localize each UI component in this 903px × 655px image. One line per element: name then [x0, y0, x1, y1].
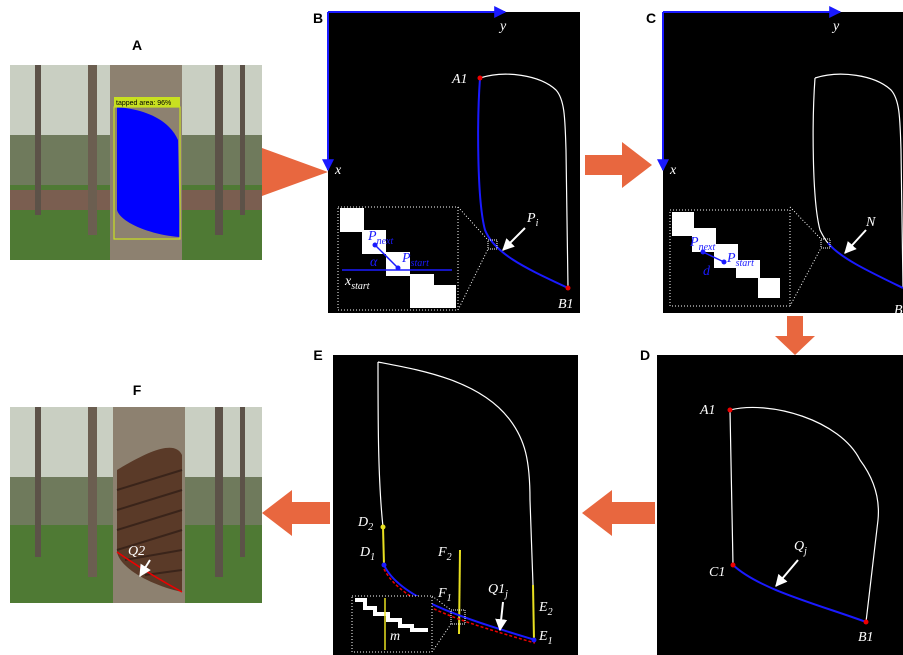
- shape-circle: [382, 563, 387, 568]
- shape-rect: [240, 407, 245, 557]
- shape-circle: [864, 620, 869, 625]
- label-main: E: [538, 600, 548, 615]
- shape-rect: [35, 65, 41, 215]
- panel-e: D2 D1 F2 F1 Q1j E2 E1 m: [333, 355, 578, 655]
- shape-circle: [381, 525, 386, 530]
- label-sub: next: [377, 236, 394, 247]
- label-sub: start: [411, 258, 430, 269]
- label-main: P: [726, 251, 736, 266]
- panel-c: y x B1 N Pnext Pstart d: [663, 12, 903, 318]
- label-sub: 2: [447, 552, 452, 563]
- axis-label: y: [831, 19, 840, 34]
- shape-rect: [35, 407, 41, 557]
- arrow-b-c: [585, 142, 652, 188]
- label-sub: next: [699, 242, 716, 253]
- label-sub: 2: [368, 522, 373, 533]
- shape-rect: [215, 407, 223, 577]
- panel-label: E: [313, 347, 322, 363]
- panel-label: D: [640, 347, 650, 363]
- shape-rect: [758, 278, 780, 298]
- shape-line: [383, 527, 384, 565]
- shape-rect: [340, 208, 364, 232]
- point-label: B1: [894, 303, 903, 318]
- label-sub: 1: [447, 593, 452, 604]
- panel-b: y x A1 B1 Pi Pnext Pstart α xstart: [328, 12, 580, 313]
- shape-line: [533, 585, 534, 640]
- arrow-c-d: [775, 316, 815, 355]
- label-sub: 1: [370, 552, 375, 563]
- arrow-e-f: [262, 490, 330, 536]
- panel-d: A1 C1 B1 Qj: [657, 355, 903, 655]
- shape-rect: [434, 285, 456, 308]
- point-label: B1: [858, 630, 874, 645]
- axis-label: y: [498, 19, 507, 34]
- shape-rect: [672, 212, 694, 236]
- point-label: A1: [451, 72, 468, 87]
- shape-rect: [657, 355, 903, 655]
- label-main: F: [437, 586, 447, 601]
- point-label: B1: [558, 297, 574, 312]
- shape-circle: [722, 260, 727, 265]
- inset-label: α: [370, 255, 378, 270]
- shape-circle: [532, 638, 537, 643]
- label-main: D: [359, 545, 370, 560]
- figure: A tapped area: 96% B y x A1 B1 Pi Pnext …: [0, 0, 903, 655]
- shape-rect: [410, 274, 434, 308]
- panel-label: C: [646, 10, 656, 26]
- shape-rect: [240, 65, 245, 215]
- shape-line: [459, 550, 460, 634]
- label-main: F: [437, 545, 447, 560]
- photo-f: Q2: [10, 407, 262, 603]
- arrow-d-e: [582, 490, 655, 536]
- detection-tag: tapped area: 96%: [116, 100, 171, 107]
- shape-rect: [88, 407, 97, 577]
- panel-label: B: [313, 10, 323, 26]
- label-main: P: [401, 251, 411, 266]
- label-sub: 2: [548, 607, 553, 618]
- shape-circle: [566, 286, 571, 291]
- label-sub: start: [736, 258, 755, 269]
- label-sub: 1: [548, 636, 553, 647]
- label-main: Q: [794, 539, 804, 554]
- shape-circle: [478, 76, 483, 81]
- inset-label: m: [390, 629, 400, 644]
- shape-rect: [215, 65, 223, 235]
- label-main: P: [367, 229, 377, 244]
- label-main: P: [689, 235, 699, 250]
- label-sub: start: [351, 281, 370, 292]
- panel-label: F: [133, 382, 142, 398]
- point-label: A1: [699, 403, 716, 418]
- pointer-label: N: [865, 215, 876, 230]
- label-sub: i: [536, 218, 539, 229]
- panel-label: A: [132, 37, 142, 53]
- label-main: P: [526, 211, 536, 226]
- label-main: D: [357, 515, 368, 530]
- shape-circle: [731, 563, 736, 568]
- point-label: C1: [709, 565, 725, 580]
- label-main: Q1: [488, 582, 505, 597]
- axis-label: x: [334, 163, 342, 178]
- label-main: E: [538, 629, 548, 644]
- inset-label: d: [703, 264, 711, 279]
- photo-a: tapped area: 96%: [10, 65, 262, 260]
- pointer-label: Q2: [128, 544, 145, 559]
- shape-circle: [396, 266, 401, 271]
- axis-label: x: [669, 163, 677, 178]
- shape-rect: [88, 65, 97, 235]
- shape-circle: [728, 408, 733, 413]
